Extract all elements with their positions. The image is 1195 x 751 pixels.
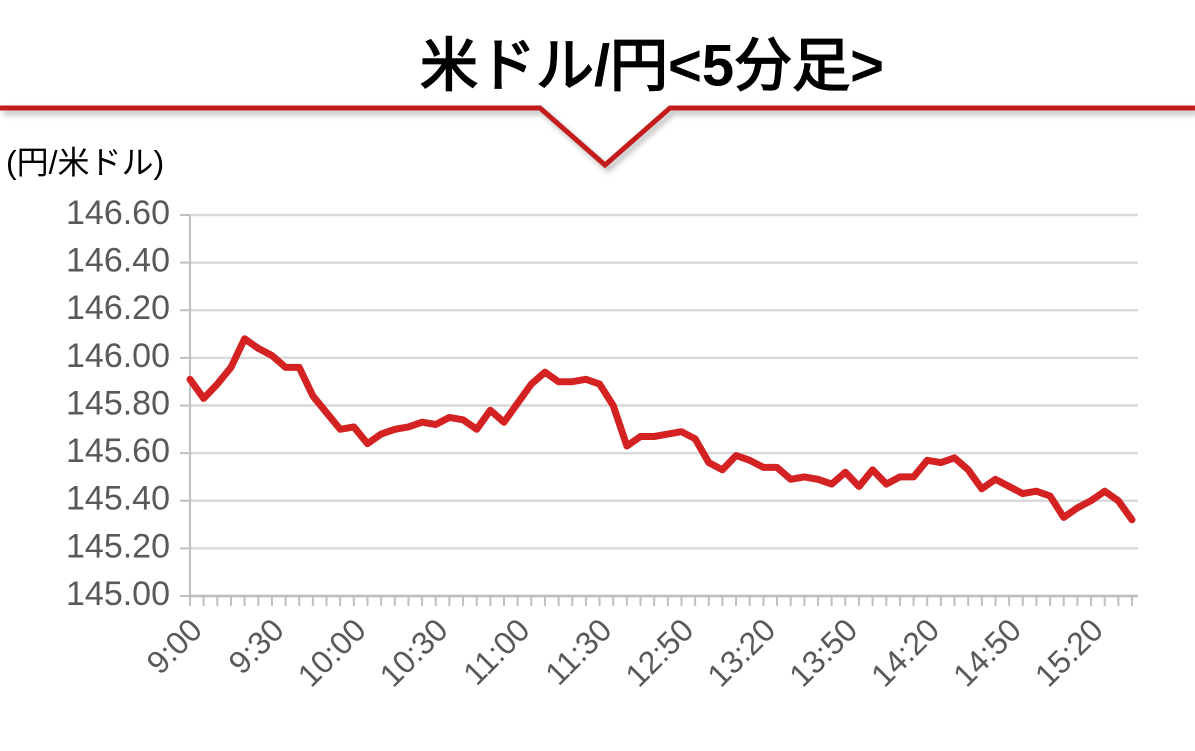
x-tick-label: 15:20 (1028, 611, 1110, 693)
x-tick-label: 13:50 (782, 611, 864, 693)
y-tick-label: 145.00 (66, 575, 170, 613)
y-tick-label: 145.60 (66, 432, 170, 470)
x-tick-label: 9:00 (139, 611, 208, 680)
y-tick-label: 146.20 (66, 289, 170, 327)
x-tick-label: 12:50 (618, 611, 700, 693)
chart-title: 米ドル/円<5分足> (420, 33, 884, 98)
y-tick-label: 146.00 (66, 337, 170, 375)
x-tick-label: 11:30 (538, 611, 618, 691)
data-line (186, 335, 1136, 524)
y-tick-label: 145.40 (66, 480, 170, 518)
x-tick-label: 13:20 (700, 611, 782, 693)
x-tick-label: 14:50 (946, 611, 1028, 693)
x-tick-label: 10:00 (291, 611, 373, 693)
y-tick-label: 145.20 (66, 527, 170, 565)
y-tick-label: 146.60 (66, 194, 170, 232)
x-tick-label: 10:30 (373, 611, 455, 693)
y-tick-label: 146.40 (66, 242, 170, 280)
x-tick-label: 11:00 (456, 611, 536, 691)
y-tick-label: 145.80 (66, 384, 170, 422)
y-axis-label: (円/米ドル) (6, 144, 164, 180)
x-tick-label: 14:20 (864, 611, 946, 693)
title-decoration (0, 105, 1195, 169)
x-tick-label: 9:30 (221, 611, 290, 680)
